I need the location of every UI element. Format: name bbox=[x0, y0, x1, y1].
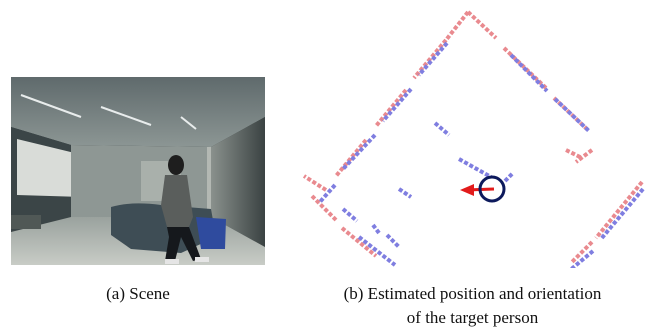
scan-segment bbox=[397, 187, 413, 199]
person-marker bbox=[478, 175, 506, 203]
scan-segment bbox=[412, 38, 448, 80]
scan-segment bbox=[381, 87, 413, 123]
caption-a: (a) Scene bbox=[106, 284, 170, 303]
scan-segment bbox=[569, 249, 595, 268]
scan-segment bbox=[466, 10, 498, 40]
scan-segment bbox=[553, 97, 591, 133]
scan-segment bbox=[503, 171, 515, 183]
scan-segment bbox=[341, 207, 359, 223]
caption-b-line1: (b) Estimated position and orientation bbox=[343, 284, 602, 303]
scan-segment bbox=[340, 226, 378, 258]
scan-segment bbox=[371, 223, 381, 235]
scene-photo bbox=[11, 77, 265, 265]
scan-segment bbox=[458, 157, 492, 179]
scan-segment bbox=[374, 88, 408, 128]
scan-segment bbox=[444, 10, 470, 42]
scan-segment bbox=[385, 233, 401, 249]
scan-segment bbox=[302, 174, 328, 192]
scan-segment bbox=[599, 187, 645, 241]
scan-segment bbox=[433, 121, 451, 137]
orientation-arrowhead bbox=[460, 184, 474, 196]
scan-segment bbox=[317, 183, 337, 205]
laser-scan-map bbox=[302, 10, 645, 268]
caption-b-line2: of the target person bbox=[406, 308, 539, 327]
scan-segment bbox=[594, 180, 644, 240]
scan-red-points bbox=[302, 10, 644, 264]
scan-segment bbox=[334, 138, 368, 178]
scan-segment bbox=[565, 148, 583, 160]
scan-blue-points bbox=[317, 41, 645, 268]
scan-segment bbox=[574, 148, 594, 164]
scan-segment bbox=[509, 53, 549, 93]
scan-segment bbox=[570, 240, 594, 264]
scan-segment bbox=[417, 41, 449, 77]
scan-segment bbox=[357, 235, 397, 267]
scan-segment bbox=[341, 133, 377, 171]
